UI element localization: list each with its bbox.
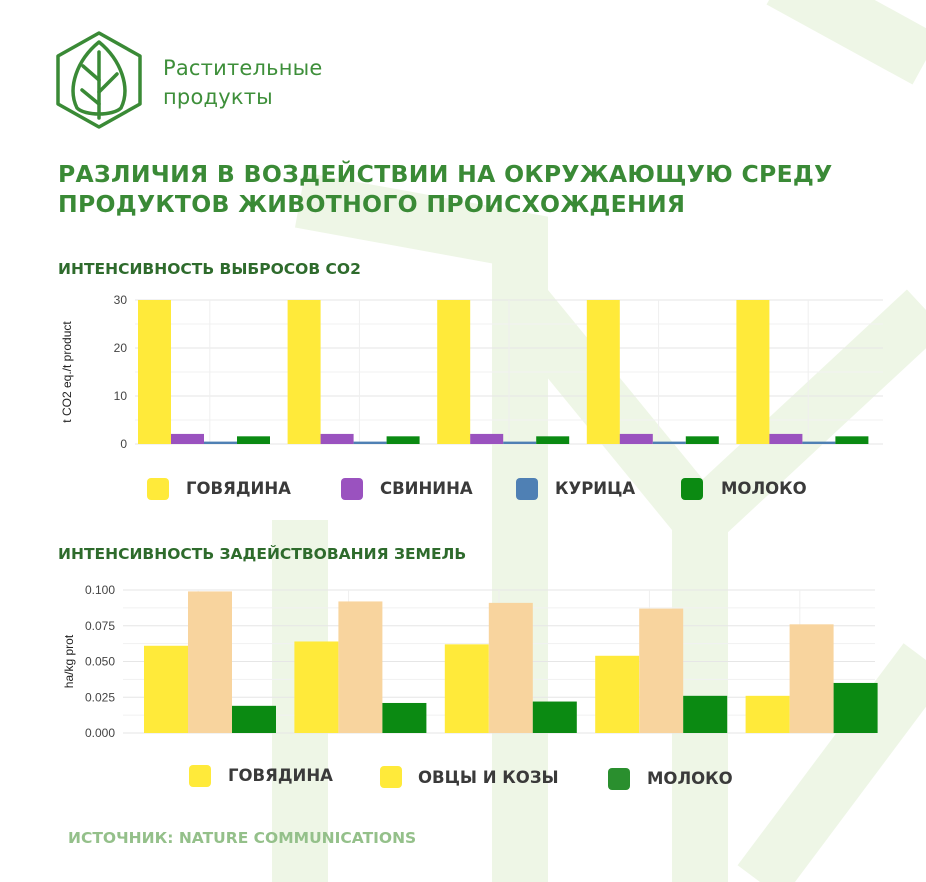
bar-4-group-2	[386, 436, 420, 444]
land-chart: 0.000 0.025 0.050 0.075 0.100 ha/kg prot	[62, 583, 878, 740]
bar-2-group-2	[338, 601, 383, 733]
legend-label-sheep-goat: ОВЦЫ И КОЗЫ	[418, 768, 559, 787]
y-tick-label: 30	[114, 293, 128, 307]
y-tick-label: 0.075	[85, 619, 115, 633]
y-tick-label: 20	[114, 341, 128, 355]
legend-label-milk: МОЛОКО	[721, 479, 807, 498]
bar-3-group-4	[683, 695, 728, 733]
source-note: ИСТОЧНИК: NATURE COMMUNICATIONS	[68, 829, 417, 847]
legend-label-pork: СВИНИНА	[380, 479, 473, 498]
bar-2-group-4	[639, 608, 684, 733]
bar-3-group-3	[532, 701, 577, 733]
legend-swatch-beef	[147, 478, 169, 500]
legend-label-beef: ГОВЯДИНА	[186, 479, 291, 498]
y-tick-label: 0.100	[85, 583, 115, 597]
bar-2-group-4	[619, 433, 653, 444]
y-tick-label: 0.050	[85, 655, 115, 669]
bar-3-group-3	[503, 441, 537, 444]
y-axis-title: t CO2 eq./t product	[60, 321, 74, 423]
legend-label-chicken: КУРИЦА	[555, 479, 636, 498]
bar-1-group-2	[287, 300, 321, 444]
bar-2-group-1	[171, 433, 204, 444]
y-axis-title: ha/kg prot	[62, 634, 76, 688]
brand-name-line2: продукты	[163, 85, 273, 109]
legend-swatch-chicken	[516, 478, 538, 500]
land-chart-title: ИНТЕНСИВНОСТЬ ЗАДЕЙСТВОВАНИЯ ЗЕМЕЛЬ	[58, 545, 467, 563]
bar-4-group-1	[237, 436, 270, 444]
bar-3-group-4	[652, 441, 686, 444]
legend-swatch-sheep-goat	[380, 766, 402, 788]
bar-1-group-1	[138, 300, 171, 444]
bar-4-group-4	[685, 436, 719, 444]
bar-4-group-3	[536, 436, 570, 444]
legend-label-beef-land: ГОВЯДИНА	[228, 766, 333, 785]
legend-swatch-beef-land	[189, 765, 211, 787]
bar-1-group-1	[144, 645, 188, 733]
bar-1-group-4	[586, 300, 620, 444]
bar-3-group-2	[382, 702, 427, 733]
bar-1-group-2	[294, 641, 339, 733]
bar-3-group-1	[232, 705, 276, 733]
bar-2-group-3	[470, 433, 504, 444]
co2-chart-title: ИНТЕНСИВНОСТЬ ВЫБРОСОВ СО2	[58, 260, 361, 278]
leaf-hexagon-icon	[56, 31, 142, 129]
y-tick-label: 0.025	[85, 690, 115, 704]
bar-3-group-1	[204, 441, 237, 444]
bar-3-group-5	[833, 682, 878, 733]
bar-4-group-5	[835, 436, 869, 444]
page-title-line2: ПРОДУКТОВ ЖИВОТНОГО ПРОИСХОЖДЕНИЯ	[58, 190, 686, 218]
bar-1-group-3	[444, 644, 489, 733]
legend-swatch-milk-land	[608, 768, 630, 790]
y-tick-label: 0	[120, 437, 127, 451]
bar-2-group-2	[320, 433, 354, 444]
brand-name-line1: Растительные	[163, 56, 323, 80]
bar-2-group-3	[488, 602, 533, 733]
bar-3-group-2	[353, 441, 387, 444]
bar-3-group-5	[802, 441, 836, 444]
bar-2-group-1	[188, 591, 232, 733]
bar-2-group-5	[789, 624, 834, 733]
legend-label-milk-land: МОЛОКО	[647, 769, 733, 788]
bar-1-group-4	[595, 655, 640, 733]
co2-chart: 0 10 20 30 t CO2 eq./t product	[60, 293, 883, 451]
y-tick-label: 0.000	[85, 726, 115, 740]
bar-1-group-3	[437, 300, 471, 444]
page-title-line1: РАЗЛИЧИЯ В ВОЗДЕЙСТВИИ НА ОКРУЖАЮЩУЮ СРЕ…	[58, 160, 833, 188]
bar-1-group-5	[745, 695, 790, 733]
bar-2-group-5	[769, 433, 803, 444]
bar-1-group-5	[736, 300, 770, 444]
y-tick-label: 10	[114, 389, 128, 403]
legend-swatch-pork	[341, 478, 363, 500]
legend-swatch-milk	[681, 478, 703, 500]
